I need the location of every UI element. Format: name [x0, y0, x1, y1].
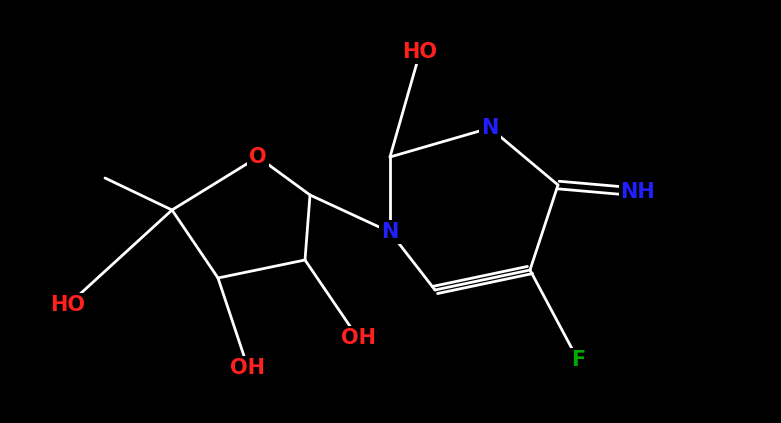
Text: N: N — [481, 118, 499, 138]
Text: OH: OH — [230, 358, 266, 378]
Text: HO: HO — [402, 42, 437, 62]
Text: OH: OH — [341, 328, 376, 348]
Text: NH: NH — [621, 182, 655, 202]
Text: HO: HO — [51, 295, 85, 315]
Text: F: F — [571, 350, 585, 370]
Text: N: N — [381, 222, 398, 242]
Text: O: O — [249, 147, 267, 167]
